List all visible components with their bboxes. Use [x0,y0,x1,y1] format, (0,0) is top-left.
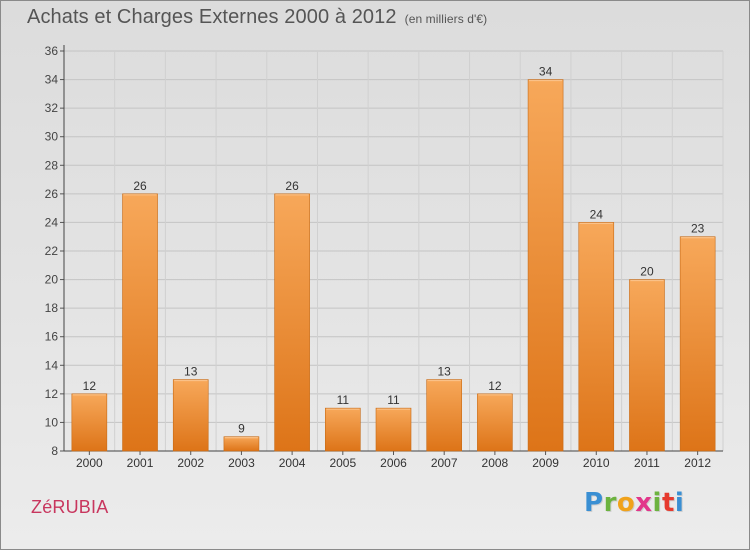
bar [629,279,665,452]
y-tick-label: 12 [45,387,59,401]
logo-letter: r [603,488,617,518]
data-label: 11 [337,393,350,407]
y-tick-label: 28 [45,158,59,172]
x-tick-label: 2005 [329,456,356,470]
bars [71,79,716,452]
bar [71,393,108,452]
x-tick-label: 2010 [583,456,610,470]
bar [527,79,564,452]
x-tick-label: 2008 [482,456,509,470]
bar [325,407,361,452]
data-label: 26 [133,179,147,193]
data-label: 23 [691,222,705,236]
x-tick-label: 2000 [76,456,103,470]
data-label: 9 [238,422,245,436]
x-tick-label: 2001 [127,456,154,470]
x-tick-label: 2009 [532,456,559,470]
x-tick-label: 2011 [634,456,660,470]
proxiti-logo[interactable]: Proxiti [584,488,684,518]
logo-letter: i [674,488,685,518]
y-tick-label: 26 [45,187,59,201]
y-tick-label: 14 [45,358,59,372]
grid-lines [63,50,724,452]
y-tick-label: 8 [51,444,58,458]
data-label: 20 [640,265,654,279]
bar [375,407,412,452]
bar [122,193,158,452]
x-tick-label: 2004 [279,456,306,470]
logo-letter: t [661,488,675,518]
bar [274,193,310,452]
data-label: 24 [590,207,604,221]
labels: 8 10 12 14 16 18 20 22 24 26 28 30 32 34 36 12 2000 26 200… [45,44,712,470]
y-tick-label: 20 [45,273,59,287]
y-tick-label: 10 [45,415,59,429]
bar [477,393,513,452]
data-label: 34 [539,65,553,79]
x-tick-label: 2002 [177,456,204,470]
bar [679,236,716,452]
bar [223,436,260,452]
data-label: 13 [438,365,452,379]
commune-name: ZéRUBIA [31,497,109,517]
logo-letter: i [652,488,662,518]
y-tick-label: 16 [45,330,59,344]
chart-title: Achats et Charges Externes 2000 à 2012 (e… [27,6,487,29]
chart-title-text: Achats et Charges Externes 2000 à 2012 [27,6,397,28]
logo-letter: o [616,488,636,518]
y-tick-label: 24 [45,215,59,229]
data-label: 13 [184,365,198,379]
data-label: 26 [285,179,299,193]
bar [172,379,209,452]
y-tick-label: 34 [45,73,59,87]
logo-letter: x [635,488,653,518]
y-tick-label: 30 [45,130,59,144]
x-tick-label: 2006 [380,456,407,470]
x-tick-label: 2012 [684,456,711,470]
x-tick-label: 2007 [431,456,458,470]
x-tick-label: 2003 [228,456,255,470]
data-label: 11 [387,393,400,407]
y-tick-label: 32 [45,101,59,115]
logo-letter: P [584,488,604,518]
chart-unit: (en milliers d'€) [404,12,488,26]
data-label: 12 [83,379,97,393]
bar [578,222,615,452]
data-label: 12 [488,379,502,393]
y-tick-label: 36 [45,44,59,58]
y-tick-label: 22 [45,244,59,258]
y-tick-label: 18 [45,301,59,315]
bar [426,379,462,452]
